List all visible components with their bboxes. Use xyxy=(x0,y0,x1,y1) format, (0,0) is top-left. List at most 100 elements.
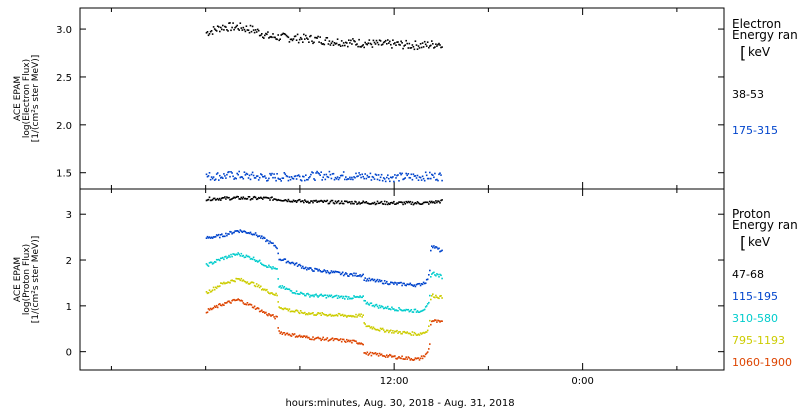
data-point xyxy=(262,311,264,313)
data-point xyxy=(404,331,406,334)
data-point xyxy=(255,198,258,201)
data-point xyxy=(428,46,430,49)
data-point xyxy=(224,282,226,285)
data-point xyxy=(383,178,386,180)
data-point xyxy=(316,37,318,39)
data-point xyxy=(260,285,262,288)
data-point xyxy=(354,200,356,203)
data-point xyxy=(267,179,269,182)
data-point xyxy=(435,246,437,248)
data-point xyxy=(252,306,255,309)
data-point xyxy=(246,29,249,31)
data-point xyxy=(323,199,326,202)
data-point xyxy=(205,263,208,265)
data-point xyxy=(300,311,303,314)
data-point xyxy=(280,259,282,262)
data-point xyxy=(401,332,403,335)
data-point xyxy=(391,356,393,358)
data-point xyxy=(276,247,278,250)
data-point xyxy=(263,264,265,267)
y-tick-label: 1.5 xyxy=(56,169,72,180)
data-point xyxy=(371,202,374,204)
data-point xyxy=(232,197,234,199)
data-point xyxy=(441,179,443,182)
data-point xyxy=(235,196,237,198)
data-point xyxy=(358,296,360,299)
data-point xyxy=(428,274,430,276)
data-point xyxy=(332,202,335,204)
data-point xyxy=(430,323,432,326)
data-point xyxy=(387,329,389,332)
data-point xyxy=(230,231,232,233)
data-point xyxy=(280,331,282,333)
data-point xyxy=(431,40,433,42)
data-point xyxy=(236,230,238,232)
data-point xyxy=(219,174,221,177)
data-point xyxy=(371,175,374,178)
data-point xyxy=(240,299,243,302)
data-point xyxy=(281,33,284,36)
data-point xyxy=(238,299,240,301)
data-point xyxy=(227,197,229,199)
data-point xyxy=(222,197,224,199)
data-point xyxy=(272,314,274,316)
data-point xyxy=(265,196,267,199)
data-point xyxy=(333,202,336,205)
data-point xyxy=(277,177,279,180)
data-point xyxy=(257,260,260,263)
data-point xyxy=(248,283,251,285)
data-point xyxy=(376,352,379,355)
data-point xyxy=(249,258,252,260)
data-point xyxy=(435,43,437,45)
data-point xyxy=(285,287,288,290)
data-point xyxy=(307,178,309,181)
data-point xyxy=(209,30,212,33)
data-point xyxy=(307,313,309,316)
data-point xyxy=(400,357,402,360)
data-point xyxy=(391,201,393,204)
data-point xyxy=(425,45,428,47)
data-point xyxy=(326,337,329,339)
data-point xyxy=(333,271,336,274)
data-point xyxy=(273,293,275,296)
data-point xyxy=(247,196,250,198)
data-point xyxy=(300,335,303,338)
data-point xyxy=(238,253,240,256)
data-point xyxy=(291,292,294,294)
data-point xyxy=(267,291,269,293)
data-point xyxy=(386,280,388,283)
data-point xyxy=(209,178,212,181)
data-point xyxy=(291,39,294,42)
data-point xyxy=(380,173,383,176)
data-point xyxy=(228,233,230,235)
data-point xyxy=(428,348,430,350)
data-point xyxy=(233,196,235,199)
data-point xyxy=(215,234,218,236)
data-point xyxy=(348,178,350,180)
data-point xyxy=(228,300,230,302)
data-point xyxy=(310,294,312,297)
data-point xyxy=(275,246,277,249)
data-point xyxy=(271,314,273,316)
data-point xyxy=(388,42,390,44)
data-point xyxy=(277,252,279,255)
data-point xyxy=(332,339,335,342)
data-point xyxy=(392,176,394,178)
data-point xyxy=(317,200,319,203)
data-point xyxy=(266,288,268,291)
data-point xyxy=(388,283,390,286)
data-point xyxy=(227,300,229,303)
data-point xyxy=(420,355,423,357)
data-point xyxy=(422,177,425,180)
data-point xyxy=(277,301,279,303)
data-point xyxy=(254,308,257,310)
data-point xyxy=(397,357,399,359)
data-point xyxy=(297,199,300,201)
data-point xyxy=(215,173,218,175)
data-point xyxy=(214,306,217,308)
data-point xyxy=(433,296,435,298)
data-point xyxy=(320,314,322,316)
data-point xyxy=(281,308,284,310)
data-point xyxy=(336,338,339,341)
data-point xyxy=(403,45,405,47)
